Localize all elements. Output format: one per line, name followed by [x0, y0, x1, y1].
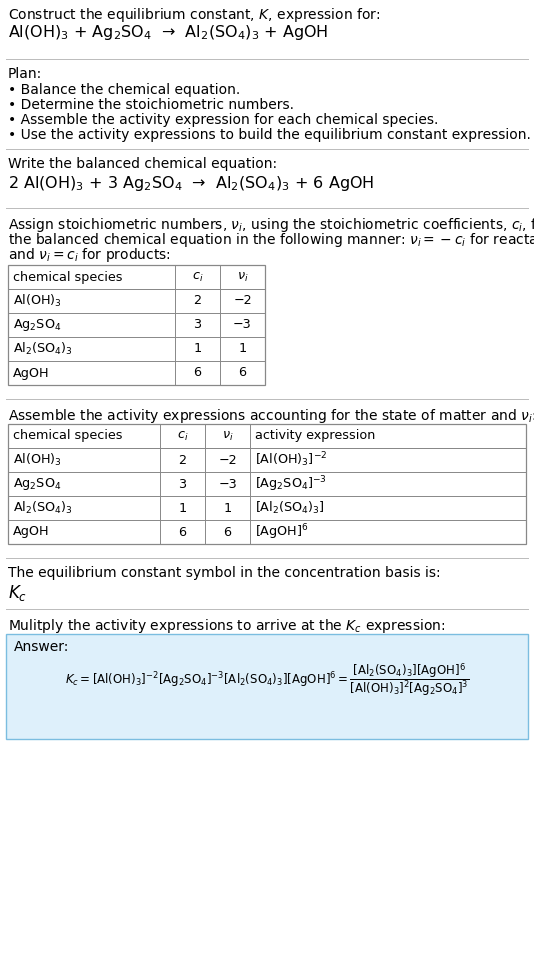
Text: $\nu_i$: $\nu_i$ — [222, 430, 233, 442]
Text: −3: −3 — [218, 478, 237, 490]
Text: 2: 2 — [193, 294, 201, 308]
Text: chemical species: chemical species — [13, 430, 122, 442]
Text: 1: 1 — [193, 342, 201, 356]
Bar — [6, 634, 528, 739]
Text: 2 Al(OH)$_3$ + 3 Ag$_2$SO$_4$  →  Al$_2$(SO$_4$)$_3$ + 6 AgOH: 2 Al(OH)$_3$ + 3 Ag$_2$SO$_4$ → Al$_2$(S… — [8, 174, 374, 193]
Text: $c_i$: $c_i$ — [192, 270, 203, 284]
Text: 1: 1 — [239, 342, 247, 356]
Text: The equilibrium constant symbol in the concentration basis is:: The equilibrium constant symbol in the c… — [8, 566, 441, 580]
Text: Assemble the activity expressions accounting for the state of matter and $\nu_i$: Assemble the activity expressions accoun… — [8, 407, 534, 425]
Text: Al$_2$(SO$_4$)$_3$: Al$_2$(SO$_4$)$_3$ — [13, 341, 73, 357]
Text: • Use the activity expressions to build the equilibrium constant expression.: • Use the activity expressions to build … — [8, 128, 531, 142]
Text: • Determine the stoichiometric numbers.: • Determine the stoichiometric numbers. — [8, 98, 294, 112]
Text: Ag$_2$SO$_4$: Ag$_2$SO$_4$ — [13, 317, 61, 333]
Text: $\nu_i$: $\nu_i$ — [237, 270, 248, 284]
Text: $K_c = [\mathrm{Al(OH)_3}]^{-2}[\mathrm{Ag_2SO_4}]^{-3}[\mathrm{Al_2(SO_4)_3}][\: $K_c = [\mathrm{Al(OH)_3}]^{-2}[\mathrm{… — [65, 662, 469, 699]
Text: • Assemble the activity expression for each chemical species.: • Assemble the activity expression for e… — [8, 113, 438, 127]
Text: 3: 3 — [193, 318, 201, 332]
Text: Mulitply the activity expressions to arrive at the $K_c$ expression:: Mulitply the activity expressions to arr… — [8, 617, 445, 635]
Text: Assign stoichiometric numbers, $\nu_i$, using the stoichiometric coefficients, $: Assign stoichiometric numbers, $\nu_i$, … — [8, 216, 534, 234]
Bar — [8, 265, 265, 385]
Text: chemical species: chemical species — [13, 270, 122, 284]
Text: −3: −3 — [233, 318, 252, 332]
Text: 2: 2 — [178, 454, 186, 466]
Text: Al(OH)$_3$ + Ag$_2$SO$_4$  →  Al$_2$(SO$_4$)$_3$ + AgOH: Al(OH)$_3$ + Ag$_2$SO$_4$ → Al$_2$(SO$_4… — [8, 23, 328, 42]
Text: 3: 3 — [178, 478, 186, 490]
Text: activity expression: activity expression — [255, 430, 375, 442]
Text: [Al$_2$(SO$_4$)$_3$]: [Al$_2$(SO$_4$)$_3$] — [255, 500, 325, 516]
Text: Al(OH)$_3$: Al(OH)$_3$ — [13, 292, 62, 309]
Text: Al$_2$(SO$_4$)$_3$: Al$_2$(SO$_4$)$_3$ — [13, 500, 73, 516]
Text: Plan:: Plan: — [8, 67, 42, 81]
Text: Al(OH)$_3$: Al(OH)$_3$ — [13, 452, 62, 468]
Text: • Balance the chemical equation.: • Balance the chemical equation. — [8, 83, 240, 97]
Text: Ag$_2$SO$_4$: Ag$_2$SO$_4$ — [13, 476, 61, 492]
Text: $K_c$: $K_c$ — [8, 583, 27, 603]
Text: −2: −2 — [233, 294, 252, 308]
Text: [Ag$_2$SO$_4$]$^{-3}$: [Ag$_2$SO$_4$]$^{-3}$ — [255, 474, 327, 494]
Text: [AgOH]$^6$: [AgOH]$^6$ — [255, 523, 309, 542]
Text: 6: 6 — [178, 526, 186, 539]
Bar — [8, 424, 526, 544]
Text: Construct the equilibrium constant, $K$, expression for:: Construct the equilibrium constant, $K$,… — [8, 6, 381, 24]
Text: Answer:: Answer: — [14, 640, 69, 654]
Text: and $\nu_i = c_i$ for products:: and $\nu_i = c_i$ for products: — [8, 246, 171, 264]
Text: the balanced chemical equation in the following manner: $\nu_i = -c_i$ for react: the balanced chemical equation in the fo… — [8, 231, 534, 249]
Text: −2: −2 — [218, 454, 237, 466]
Text: AgOH: AgOH — [13, 366, 50, 380]
Text: 6: 6 — [239, 366, 247, 380]
Text: AgOH: AgOH — [13, 526, 50, 539]
Text: 1: 1 — [178, 502, 186, 514]
Text: Write the balanced chemical equation:: Write the balanced chemical equation: — [8, 157, 277, 171]
Text: 1: 1 — [223, 502, 232, 514]
Text: 6: 6 — [224, 526, 232, 539]
Text: $c_i$: $c_i$ — [177, 430, 188, 442]
Text: [Al(OH)$_3$]$^{-2}$: [Al(OH)$_3$]$^{-2}$ — [255, 451, 327, 469]
Text: 6: 6 — [193, 366, 201, 380]
